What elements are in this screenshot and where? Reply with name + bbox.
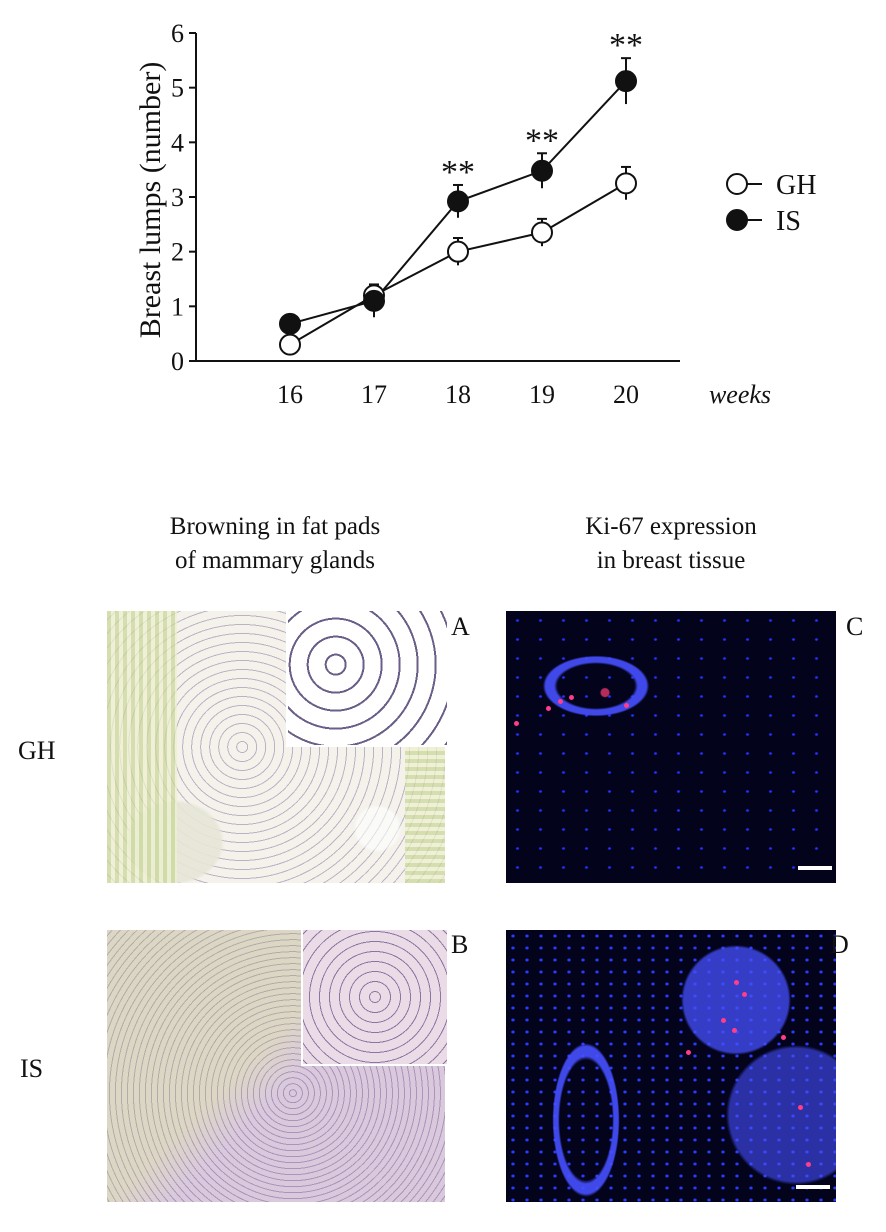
point-GH-18 [447, 240, 469, 263]
point-GH-16 [279, 333, 301, 356]
line-chart: 0 1 2 3 4 5 6 16 17 18 19 20 ** ** ** GH IS Breast lu… [134, 19, 816, 409]
x-tick-label-20: 20 [613, 380, 639, 409]
row-label-is: IS [20, 1054, 44, 1083]
legend-label-GH: GH [776, 170, 816, 201]
column-title-ki67: Ki-67 expression in breast tissue [585, 513, 757, 574]
series-layer [279, 57, 637, 356]
scale-bar-c [798, 866, 832, 870]
point-IS-17 [363, 289, 385, 312]
point-IS-18 [447, 190, 469, 213]
x-axis: 16 17 18 19 20 [196, 360, 680, 409]
y-tick-label-4: 4 [171, 128, 184, 157]
panel-letter-a: A [451, 612, 470, 641]
legend: GH IS [726, 170, 816, 237]
histology-panel-a [107, 611, 445, 883]
y-axis-label: Breast lumps (number) [134, 62, 167, 339]
scale-bar-d [796, 1185, 830, 1189]
point-IS-16 [279, 312, 301, 335]
x-tick-label-19: 19 [529, 380, 555, 409]
panel-letter-c: C [846, 612, 864, 641]
significance-mark-20: ** [609, 27, 643, 64]
point-IS-20 [615, 70, 637, 93]
point-GH-19 [531, 221, 553, 244]
y-tick-label-0: 0 [171, 347, 184, 376]
y-tick-label-5: 5 [171, 74, 184, 103]
legend-marker-GH [726, 173, 748, 195]
annotation-layer: ** ** ** [441, 27, 643, 191]
y-tick-label-6: 6 [171, 19, 184, 48]
legend-marker-IS [726, 209, 748, 231]
y-tick-label-1: 1 [171, 292, 184, 321]
fluorescence-panel-d [506, 930, 836, 1202]
row-label-gh: GH [18, 736, 56, 765]
x-tick-label-16: 16 [277, 380, 303, 409]
y-tick-label-2: 2 [171, 238, 184, 267]
significance-mark-19: ** [525, 122, 559, 159]
histology-inset-b [301, 930, 447, 1066]
x-tick-label-17: 17 [361, 380, 387, 409]
y-axis: 0 1 2 3 4 5 6 [171, 19, 197, 376]
panel-letter-d: D [830, 930, 849, 959]
panel-letter-b: B [451, 930, 469, 959]
column-title-browning: Browning in fat pads of mammary glands [169, 513, 381, 574]
x-tick-label-18: 18 [445, 380, 471, 409]
x-axis-unit-label: weeks [709, 380, 771, 409]
y-tick-label-3: 3 [171, 183, 184, 212]
legend-label-IS: IS [776, 206, 801, 237]
point-IS-19 [531, 159, 553, 182]
fluorescence-panel-c [506, 611, 836, 883]
histology-inset-a [286, 611, 447, 747]
point-GH-20 [615, 172, 637, 195]
significance-mark-18: ** [441, 154, 475, 191]
